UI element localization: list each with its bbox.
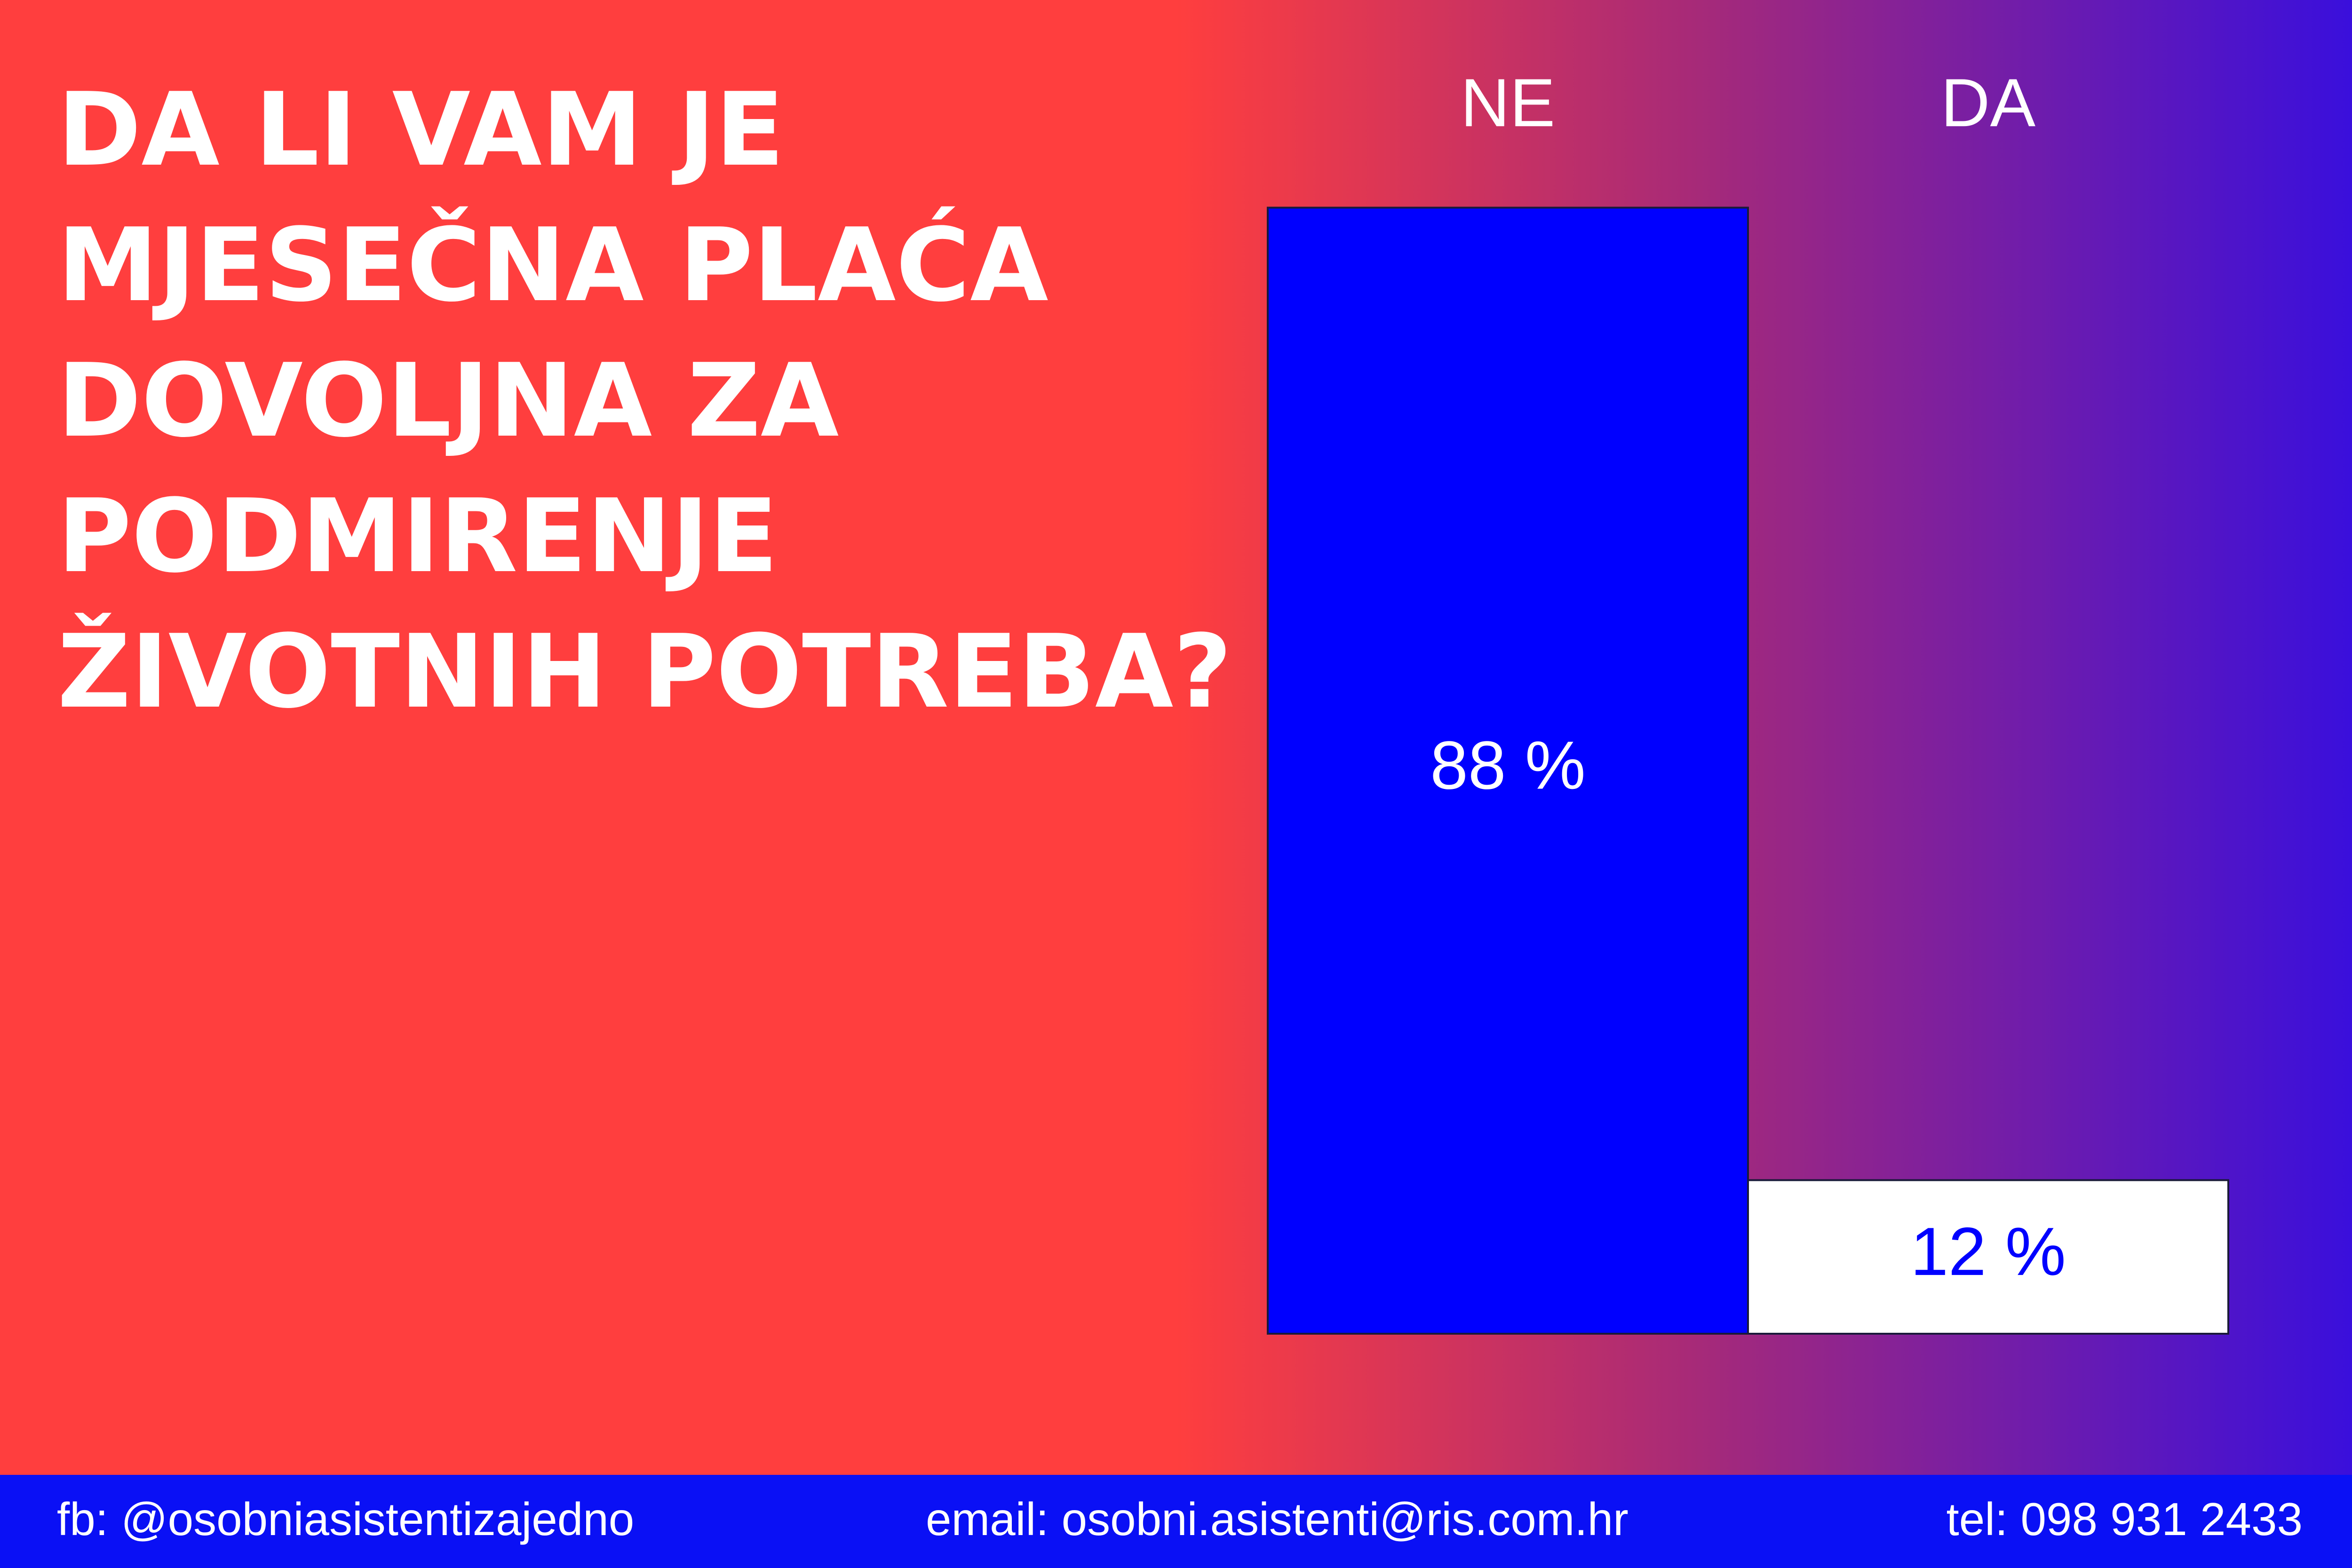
title-line: PODMIRENJE — [57, 477, 778, 595]
title: DA LI VAM JE MJESEČNA PLAĆA DOVOLJNA ZA POD… — [57, 71, 1232, 731]
footer-contact: email: osobni.asistenti@ris.com.hr — [926, 1493, 1629, 1545]
title-line: DA LI VAM JE — [57, 71, 784, 189]
title-line: ŽIVOTNIH POTREBA? — [57, 612, 1232, 731]
title-line: DOVOLJNA ZA — [57, 342, 839, 460]
footer-band — [0, 1475, 2352, 1568]
category-label: NE — [1461, 64, 1555, 141]
title-line: MJESEČNA PLAĆA — [57, 206, 1049, 324]
bar — [1747, 1179, 2229, 1335]
bar-chart: 88 % NE 12 % DA — [1267, 64, 2229, 1335]
category-label: DA — [1941, 64, 2036, 141]
footer-contact: fb: @osobniasistentizajedno — [57, 1493, 634, 1545]
value-label: 88 % — [1430, 727, 1586, 803]
bar — [1267, 207, 1749, 1335]
footer: fb: @osobniasistentizajedno email: osobni… — [57, 1493, 2303, 1545]
value-label: 12 % — [1910, 1213, 2066, 1289]
footer-contact: tel: 098 931 2433 — [1947, 1493, 2303, 1545]
